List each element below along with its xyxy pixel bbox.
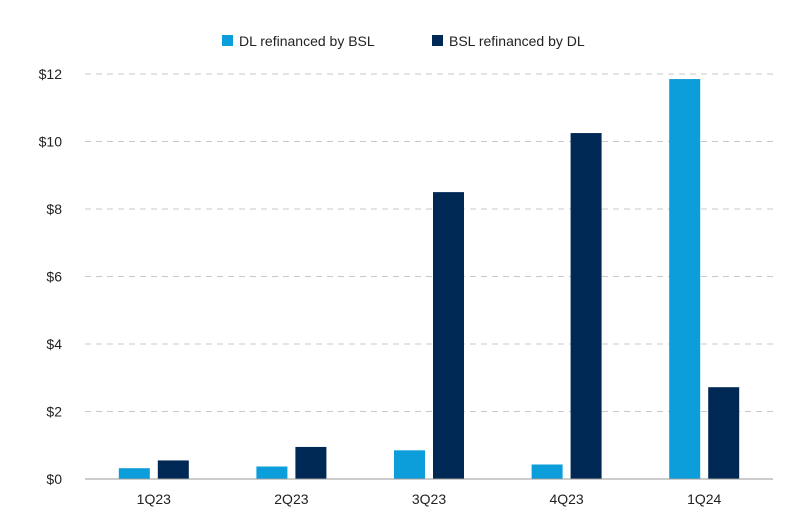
bar-3q23-series-2 <box>433 192 464 479</box>
bar-2q23-series-2 <box>295 446 327 479</box>
y-tick-label: $12 <box>39 66 63 82</box>
bars <box>118 79 740 479</box>
bar-4q23-series-2 <box>570 133 602 479</box>
gridlines <box>85 73 773 412</box>
bar-1q23-series-2 <box>157 460 189 479</box>
bar-1q24-series-1 <box>669 79 701 479</box>
x-tick-label: 1Q23 <box>137 491 171 507</box>
y-axis: $0 $2 $4 $6 $8 $10 $12 <box>39 66 63 487</box>
x-tick-label: 1Q24 <box>687 491 721 507</box>
y-tick-label: $6 <box>46 269 62 285</box>
x-axis: 1Q23 2Q23 3Q23 4Q23 1Q24 <box>85 478 773 507</box>
x-tick-label: 3Q23 <box>412 491 446 507</box>
bar-2q23-series-1 <box>256 466 288 479</box>
legend: DL refinanced by BSL BSL refinanced by DL <box>222 33 585 49</box>
y-tick-label: $2 <box>46 404 62 420</box>
legend-swatch-series-2 <box>432 35 443 46</box>
y-tick-label: $0 <box>46 471 62 487</box>
legend-label-series-2: BSL refinanced by DL <box>449 33 585 49</box>
y-tick-label: $10 <box>39 134 63 150</box>
bar-3q23-series-1 <box>394 450 425 479</box>
legend-label-series-1: DL refinanced by BSL <box>239 33 375 49</box>
x-tick-label: 2Q23 <box>274 491 308 507</box>
legend-swatch-series-1 <box>222 35 233 46</box>
bar-1q24-series-2 <box>708 387 740 479</box>
bar-1q23-series-1 <box>118 468 150 479</box>
bar-4q23-series-1 <box>531 464 563 479</box>
y-tick-label: $8 <box>46 201 62 217</box>
y-tick-label: $4 <box>46 336 62 352</box>
x-tick-label: 4Q23 <box>549 491 583 507</box>
